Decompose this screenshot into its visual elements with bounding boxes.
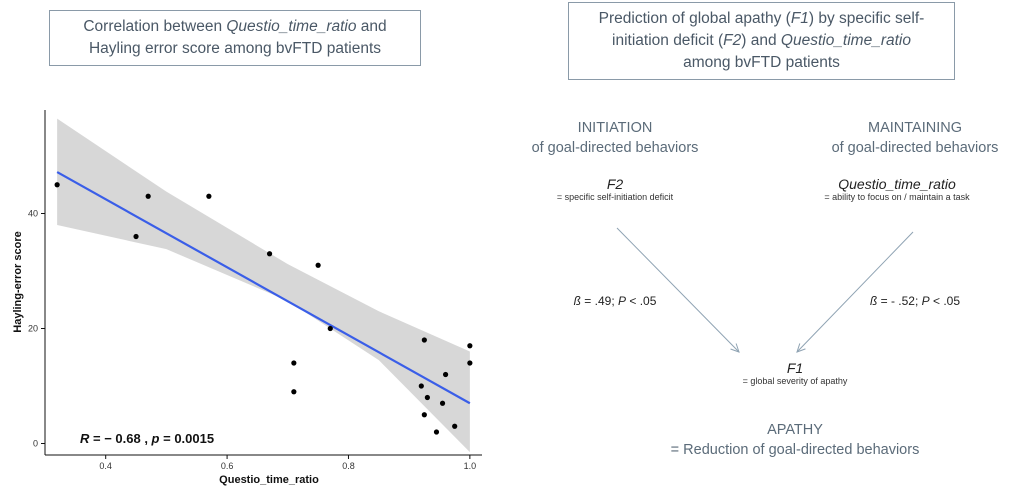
diagram-title-line1: Prediction of global apathy (F1) by spec… bbox=[598, 10, 925, 27]
f1-node: F1 = global severity of apathy bbox=[680, 360, 910, 386]
f2-node: F2 = specific self-initiation deficit bbox=[490, 176, 740, 202]
questio-description: = ability to focus on / maintain a task bbox=[824, 192, 970, 202]
y-tick-label: 0 bbox=[33, 439, 38, 449]
scatter-chart: 0.4 0.6 0.8 1.0 0 20 40 Hayling-error score Qu… bbox=[12, 110, 482, 486]
x-axis-label: Questio_time_ratio bbox=[219, 474, 319, 486]
y-tick-label: 20 bbox=[28, 324, 38, 334]
data-point bbox=[266, 251, 273, 257]
arrow-f2-to-f1-head bbox=[730, 343, 740, 353]
data-point bbox=[291, 389, 297, 395]
data-point bbox=[442, 371, 449, 378]
f2-name: F2 bbox=[606, 176, 624, 192]
data-point bbox=[433, 429, 440, 435]
correlation-annotation: R = − 0.68 , p = 0.0015 bbox=[80, 431, 214, 446]
y-axis-label: Hayling-error score bbox=[12, 231, 24, 332]
x-tick-label: 0.6 bbox=[221, 461, 234, 471]
data-point bbox=[467, 343, 473, 349]
data-point bbox=[452, 423, 458, 429]
f2-description: = specific self-initiation deficit bbox=[556, 192, 674, 202]
data-point bbox=[145, 193, 151, 199]
f1-name: F1 bbox=[786, 360, 804, 376]
chart-title-line1: Correlation between Questio_time_ratio a… bbox=[83, 18, 387, 35]
maintaining-heading: MAINTAINING of goal-directed behaviors bbox=[831, 120, 999, 156]
data-point bbox=[291, 360, 297, 366]
apathy-node: APATHY = Reduction of goal-directed beha… bbox=[670, 422, 920, 458]
f1-description: = global severity of apathy bbox=[742, 376, 848, 386]
confidence-band bbox=[57, 118, 470, 453]
data-point bbox=[206, 193, 212, 199]
x-tick-label: 0.4 bbox=[99, 461, 112, 471]
x-tick-label: 0.8 bbox=[342, 461, 355, 471]
data-point bbox=[54, 182, 60, 188]
arrow-questio-to-f1 bbox=[796, 231, 914, 353]
data-point bbox=[327, 325, 333, 332]
chart-title-line2: Hayling error score among bvFTD patients bbox=[88, 40, 382, 57]
data-point bbox=[421, 412, 427, 418]
initiation-heading: INITIATION of goal-directed behaviors bbox=[531, 120, 699, 156]
diagram-title-box: Prediction of global apathy (F1) by spec… bbox=[568, 2, 955, 80]
beta-right-label: ß = - .52; P < .05 bbox=[869, 294, 961, 308]
arrow-f2-to-f1 bbox=[616, 227, 740, 353]
data-point bbox=[133, 233, 139, 240]
regression-line bbox=[56, 171, 471, 405]
arrow-questio-to-f1-head bbox=[796, 343, 806, 353]
questio-name: Questio_time_ratio bbox=[838, 176, 956, 192]
data-point bbox=[418, 383, 424, 389]
diagram-title-line2: initiation deficit (F2) and Questio_time… bbox=[612, 32, 911, 49]
data-point bbox=[421, 337, 427, 343]
diagram-title-line3: among bvFTD patients bbox=[683, 54, 840, 71]
questio-node: Questio_time_ratio = ability to focus on… bbox=[780, 176, 1014, 202]
data-point bbox=[439, 400, 446, 406]
beta-left-label: ß = .49; P < .05 bbox=[573, 294, 657, 308]
data-point bbox=[467, 360, 473, 366]
chart-title-box: Correlation between Questio_time_ratio a… bbox=[49, 10, 421, 66]
data-point bbox=[315, 262, 321, 268]
y-tick-label: 40 bbox=[28, 209, 38, 219]
data-point bbox=[424, 394, 430, 401]
x-tick-label: 1.0 bbox=[464, 461, 477, 471]
